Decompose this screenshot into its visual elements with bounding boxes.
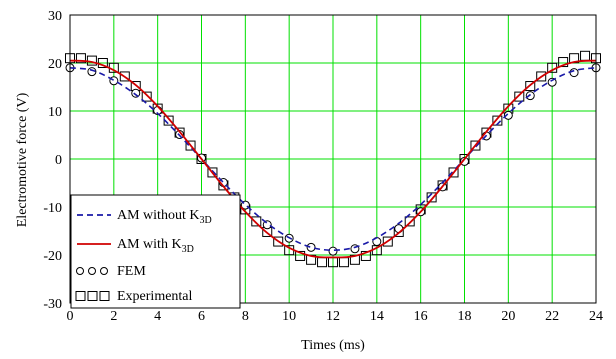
- experimental-point: [558, 57, 569, 68]
- experimental-point: [119, 71, 130, 82]
- fem-point: [547, 77, 557, 87]
- x-tick-label: 6: [198, 309, 205, 324]
- experimental-point: [536, 71, 547, 82]
- experimental-point: [338, 257, 349, 268]
- legend-square-marker: [87, 291, 98, 301]
- experimental-point: [273, 236, 284, 247]
- x-tick-label: 10: [282, 309, 296, 324]
- experimental-point: [514, 91, 525, 102]
- x-tick-label: 4: [154, 309, 161, 324]
- y-tick-label: -30: [43, 297, 62, 312]
- plot-frame: [69, 14, 597, 304]
- legend-label: AM with K3D: [117, 237, 194, 255]
- experimental-point: [525, 81, 536, 92]
- fem-point: [460, 156, 469, 166]
- y-tick-label: 30: [48, 9, 62, 24]
- legend-label: AM without K3D: [117, 208, 212, 226]
- series-line-am-without-k3d: [69, 67, 597, 252]
- legend-label: Experimental: [117, 289, 193, 304]
- experimental-point: [86, 55, 97, 66]
- x-tick-label: 12: [326, 309, 340, 324]
- legend: AM without K3D AM with K3D FEM Experimental: [70, 194, 241, 309]
- x-tick-label: 18: [458, 309, 472, 324]
- legend-label: FEM: [117, 264, 146, 279]
- experimental-point: [448, 167, 459, 178]
- experimental-point: [580, 50, 591, 61]
- y-tick-label: -10: [43, 201, 62, 216]
- y-tick-label: 0: [55, 153, 62, 168]
- y-tick-label: -20: [43, 249, 62, 264]
- experimental-point: [141, 91, 152, 102]
- legend-square-marker: [75, 291, 86, 301]
- experimental-point: [207, 167, 218, 178]
- fem-point: [87, 67, 97, 77]
- experimental-point: [295, 250, 306, 261]
- fem-point: [306, 242, 316, 252]
- series-layer: [65, 50, 601, 268]
- y-tick-label: 20: [48, 57, 62, 72]
- experimental-point: [251, 216, 262, 227]
- y-axis-title: Electromotive force (V): [15, 92, 30, 227]
- x-tick-label: 16: [414, 309, 428, 324]
- x-tick-label: 14: [370, 309, 384, 324]
- fem-point: [569, 68, 579, 78]
- x-tick-label: 22: [545, 309, 559, 324]
- experimental-point: [426, 192, 437, 203]
- x-tick-label: 20: [501, 309, 515, 324]
- experimental-point: [382, 236, 393, 247]
- legend-square-marker: [99, 291, 110, 301]
- experimental-point: [317, 257, 328, 268]
- legend-circle-marker: [100, 267, 108, 275]
- fem-point: [503, 110, 513, 120]
- experimental-point: [75, 53, 86, 64]
- experimental-point: [404, 216, 415, 227]
- x-tick-label: 24: [589, 309, 603, 324]
- legend-box: [70, 194, 241, 309]
- experimental-point: [470, 140, 481, 151]
- legend-circle-marker: [76, 267, 84, 275]
- experimental-point: [360, 250, 371, 261]
- series-line-am-with-k3d: [69, 59, 597, 259]
- x-tick-label: 0: [67, 309, 74, 324]
- x-tick-label: 8: [242, 309, 249, 324]
- x-axis-title: Times (ms): [301, 338, 365, 353]
- fem-point: [328, 246, 338, 256]
- experimental-point: [185, 140, 196, 151]
- legend-circle-marker: [88, 267, 96, 275]
- x-tick-label: 2: [110, 309, 117, 324]
- y-tick-label: 10: [48, 105, 62, 120]
